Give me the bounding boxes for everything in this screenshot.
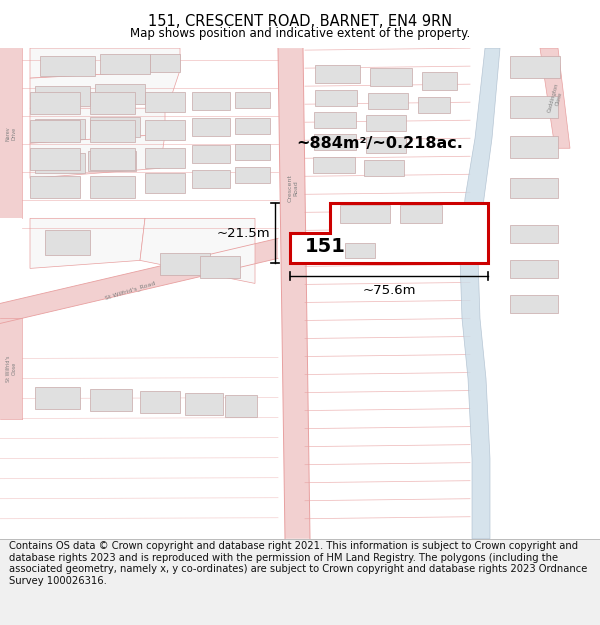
Bar (145, 148, 185, 168)
Bar (192, 118, 230, 136)
Polygon shape (0, 48, 22, 218)
Bar (90, 389, 132, 411)
Bar (510, 56, 560, 78)
Polygon shape (30, 70, 180, 108)
Bar (368, 93, 408, 109)
Bar (90, 148, 135, 170)
Bar (510, 296, 558, 314)
Bar (364, 160, 404, 176)
Polygon shape (30, 48, 180, 78)
Bar (510, 226, 558, 243)
Bar (192, 92, 230, 110)
Polygon shape (140, 218, 255, 283)
Bar (235, 92, 270, 108)
Bar (88, 151, 136, 171)
Bar (90, 92, 135, 114)
Polygon shape (0, 238, 278, 324)
Bar (145, 120, 185, 140)
Text: Narev
Drive: Narev Drive (5, 126, 16, 141)
Bar (35, 86, 90, 106)
Bar (90, 120, 135, 142)
Bar (160, 253, 210, 276)
Bar (45, 231, 90, 256)
Bar (314, 134, 356, 150)
Bar (235, 168, 270, 183)
Bar (35, 386, 80, 409)
Bar (235, 118, 270, 134)
Text: ~884m²/~0.218ac.: ~884m²/~0.218ac. (296, 136, 463, 151)
Bar (400, 206, 442, 223)
Polygon shape (30, 108, 165, 143)
Bar (315, 90, 357, 106)
Bar (510, 261, 558, 278)
Bar (40, 56, 95, 76)
Bar (30, 92, 80, 114)
Bar (90, 118, 140, 138)
Bar (30, 148, 80, 170)
Polygon shape (540, 48, 570, 148)
Bar (192, 145, 230, 163)
Bar (510, 96, 558, 118)
Text: Crescent
Road: Crescent Road (287, 174, 298, 203)
Bar (30, 120, 80, 142)
Bar (140, 391, 180, 412)
Polygon shape (278, 48, 310, 539)
Text: 151: 151 (305, 238, 346, 256)
Text: 151, CRESCENT ROAD, BARNET, EN4 9RN: 151, CRESCENT ROAD, BARNET, EN4 9RN (148, 14, 452, 29)
Bar (366, 115, 406, 131)
Bar (30, 176, 80, 198)
Polygon shape (0, 319, 22, 419)
Text: Contains OS data © Crown copyright and database right 2021. This information is : Contains OS data © Crown copyright and d… (9, 541, 587, 586)
Bar (314, 112, 356, 128)
Bar (313, 158, 355, 173)
Bar (510, 136, 558, 158)
Bar (192, 170, 230, 188)
Text: St Wilfrid's
Close: St Wilfrid's Close (5, 356, 16, 382)
Bar (200, 256, 240, 278)
Bar (35, 153, 85, 173)
Bar (340, 206, 390, 223)
Text: Map shows position and indicative extent of the property.: Map shows position and indicative extent… (130, 27, 470, 40)
Bar (370, 68, 412, 86)
Text: ~75.6m: ~75.6m (362, 284, 416, 298)
Bar (510, 178, 558, 198)
Polygon shape (290, 203, 488, 263)
Text: St Wilfrid's_Road: St Wilfrid's_Road (104, 280, 156, 301)
Bar (235, 144, 270, 160)
Bar (345, 243, 375, 258)
Bar (100, 54, 150, 74)
Bar (418, 97, 450, 113)
Text: ~21.5m: ~21.5m (217, 227, 270, 240)
Bar (422, 72, 457, 90)
Bar (225, 394, 257, 417)
Bar (185, 392, 223, 414)
Bar (145, 173, 185, 193)
Bar (366, 138, 406, 153)
Bar (90, 176, 135, 198)
Polygon shape (30, 134, 165, 178)
Bar (150, 54, 180, 72)
Bar (145, 92, 185, 112)
Polygon shape (460, 48, 500, 539)
Bar (95, 84, 145, 104)
Text: Caddington
Close: Caddington Close (547, 82, 565, 114)
Bar (315, 65, 360, 83)
Bar (35, 119, 85, 139)
Polygon shape (30, 218, 145, 268)
